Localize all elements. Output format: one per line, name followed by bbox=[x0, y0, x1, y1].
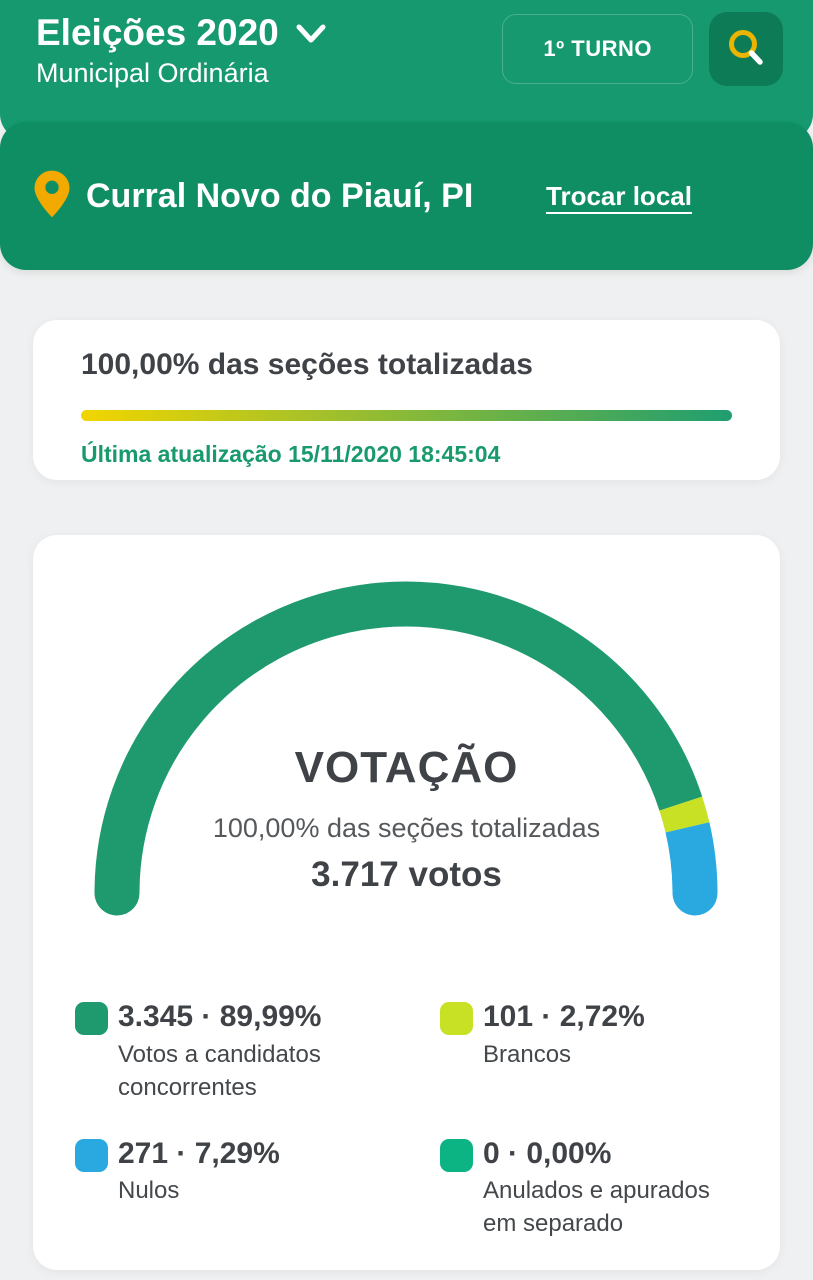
votacao-legend: 3.345 · 89,99% Votos a candidatos concor… bbox=[33, 997, 780, 1240]
last-update-text: Última atualização 15/11/2020 18:45:04 bbox=[81, 441, 501, 467]
totalization-progress-bar bbox=[81, 410, 732, 421]
legend-item-concorrentes: 3.345 · 89,99% Votos a candidatos concor… bbox=[75, 997, 440, 1104]
totalization-title: 100,00% das seções totalizadas bbox=[81, 348, 533, 381]
votacao-subtitle: 100,00% das seções totalizadas bbox=[212, 813, 601, 843]
legend-label: Brancos bbox=[483, 1040, 572, 1068]
chevron-down-icon bbox=[295, 23, 327, 50]
votacao-total-votes: 3.717 votos bbox=[311, 855, 502, 894]
turno-button[interactable]: 1º TURNO bbox=[502, 14, 693, 84]
votacao-gauge-chart bbox=[94, 581, 718, 916]
legend-swatch bbox=[75, 1002, 108, 1035]
legend-label: Anulados e apurados em separado bbox=[483, 1177, 710, 1238]
search-icon bbox=[724, 26, 768, 73]
location-name: Curral Novo do Piauí, PI bbox=[86, 176, 474, 215]
election-title: Eleições 2020 bbox=[36, 12, 279, 53]
legend-value: 271 · 7,29% bbox=[118, 1136, 280, 1170]
legend-value: 101 · 2,72% bbox=[483, 1000, 645, 1033]
location-card: Curral Novo do Piauí, PI Trocar local bbox=[0, 122, 813, 270]
legend-value: 3.345 · 89,99% bbox=[118, 1000, 322, 1033]
election-selector[interactable]: Eleições 2020 bbox=[36, 10, 327, 56]
election-subtitle: Municipal Ordinária bbox=[36, 58, 269, 89]
legend-item-anulados: 0 · 0,00% Anulados e apurados em separad… bbox=[440, 1134, 738, 1241]
legend-item-brancos: 101 · 2,72% Brancos bbox=[440, 997, 738, 1104]
legend-label: Votos a candidatos concorrentes bbox=[118, 1040, 321, 1101]
legend-value: 0 · 0,00% bbox=[483, 1136, 612, 1170]
votacao-card: VOTAÇÃO 100,00% das seções totalizadas 3… bbox=[33, 535, 780, 1270]
totalization-card: 100,00% das seções totalizadas Última at… bbox=[33, 320, 780, 480]
map-pin-icon bbox=[32, 168, 72, 225]
top-header: Eleições 2020 Municipal Ordinária 1º TUR… bbox=[0, 0, 813, 140]
search-button[interactable] bbox=[709, 12, 783, 86]
votacao-title: VOTAÇÃO bbox=[294, 743, 519, 792]
legend-label: Nulos bbox=[118, 1177, 180, 1205]
legend-swatch bbox=[75, 1138, 108, 1172]
legend-swatch bbox=[440, 1002, 473, 1035]
change-location-link[interactable]: Trocar local bbox=[546, 180, 692, 211]
legend-swatch bbox=[440, 1138, 473, 1172]
legend-item-nulos: 271 · 7,29% Nulos bbox=[75, 1134, 440, 1241]
election-selector-block: Eleições 2020 Municipal Ordinária bbox=[36, 10, 327, 89]
